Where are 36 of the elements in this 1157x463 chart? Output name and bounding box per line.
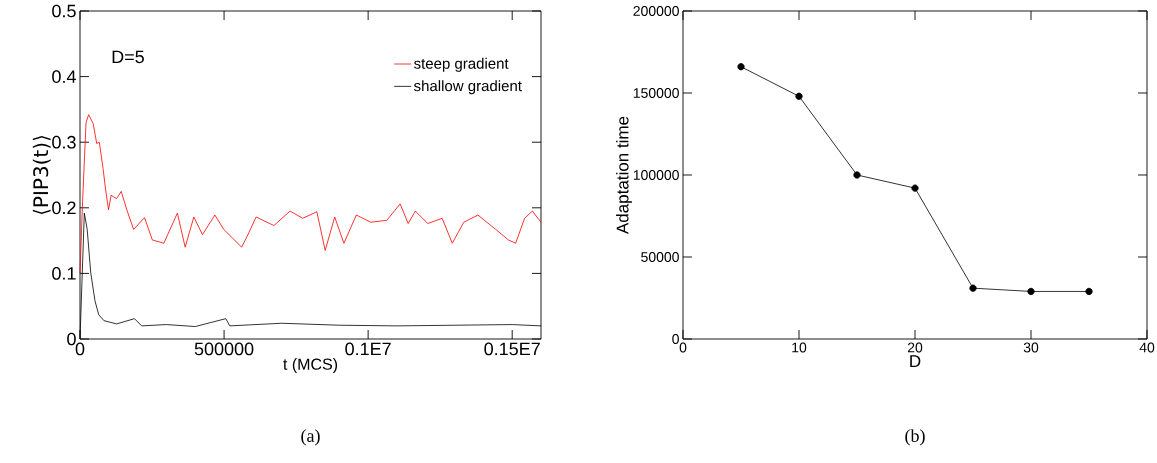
legend-label: steep gradient xyxy=(414,57,509,72)
x-tick-label: 10 xyxy=(792,342,807,353)
point xyxy=(1027,287,1035,296)
x-tick-label: 30 xyxy=(1023,342,1039,353)
y-tick-label: 0.4 xyxy=(52,70,76,83)
x-tick-label: 500000 xyxy=(194,342,254,356)
point xyxy=(911,184,919,192)
y-axis-title: Adaptation time xyxy=(616,116,632,235)
y-tick-label: 100000 xyxy=(633,170,679,180)
x-tick-label: 0.15E7 xyxy=(484,342,540,356)
y-tick-label: 0.2 xyxy=(52,201,76,215)
y-tick-label: 150000 xyxy=(633,88,679,98)
x-tick-label: 0 xyxy=(75,342,85,356)
point xyxy=(969,284,977,292)
text: (a) xyxy=(301,429,320,446)
point xyxy=(795,92,803,100)
y-tick-label: 0 xyxy=(672,334,679,344)
x-axis-title: D xyxy=(910,355,921,367)
y-axis-title: ⟨PIP3(t)⟩ xyxy=(32,135,51,215)
y-tick-label: 0.5 xyxy=(52,4,76,18)
point xyxy=(1085,287,1093,296)
x-tick-label: 0.1E7 xyxy=(345,342,391,356)
x-axis-title: t (MCS) xyxy=(283,358,338,374)
line-series xyxy=(79,114,542,274)
point xyxy=(853,171,861,179)
point xyxy=(737,63,745,71)
y-tick-label: 200000 xyxy=(633,6,679,16)
y-tick-label: 50000 xyxy=(641,252,679,262)
x-tick-label: 20 xyxy=(907,342,923,353)
x-tick-label: 40 xyxy=(1139,342,1155,353)
annotation: D=5 xyxy=(112,50,144,64)
text: (b) xyxy=(905,429,925,446)
x-tick-label: 0 xyxy=(679,342,687,353)
y-tick-label: 0.3 xyxy=(52,135,76,149)
legend-label: shallow gradient xyxy=(414,80,522,95)
y-tick-label: 0.1 xyxy=(52,267,76,280)
